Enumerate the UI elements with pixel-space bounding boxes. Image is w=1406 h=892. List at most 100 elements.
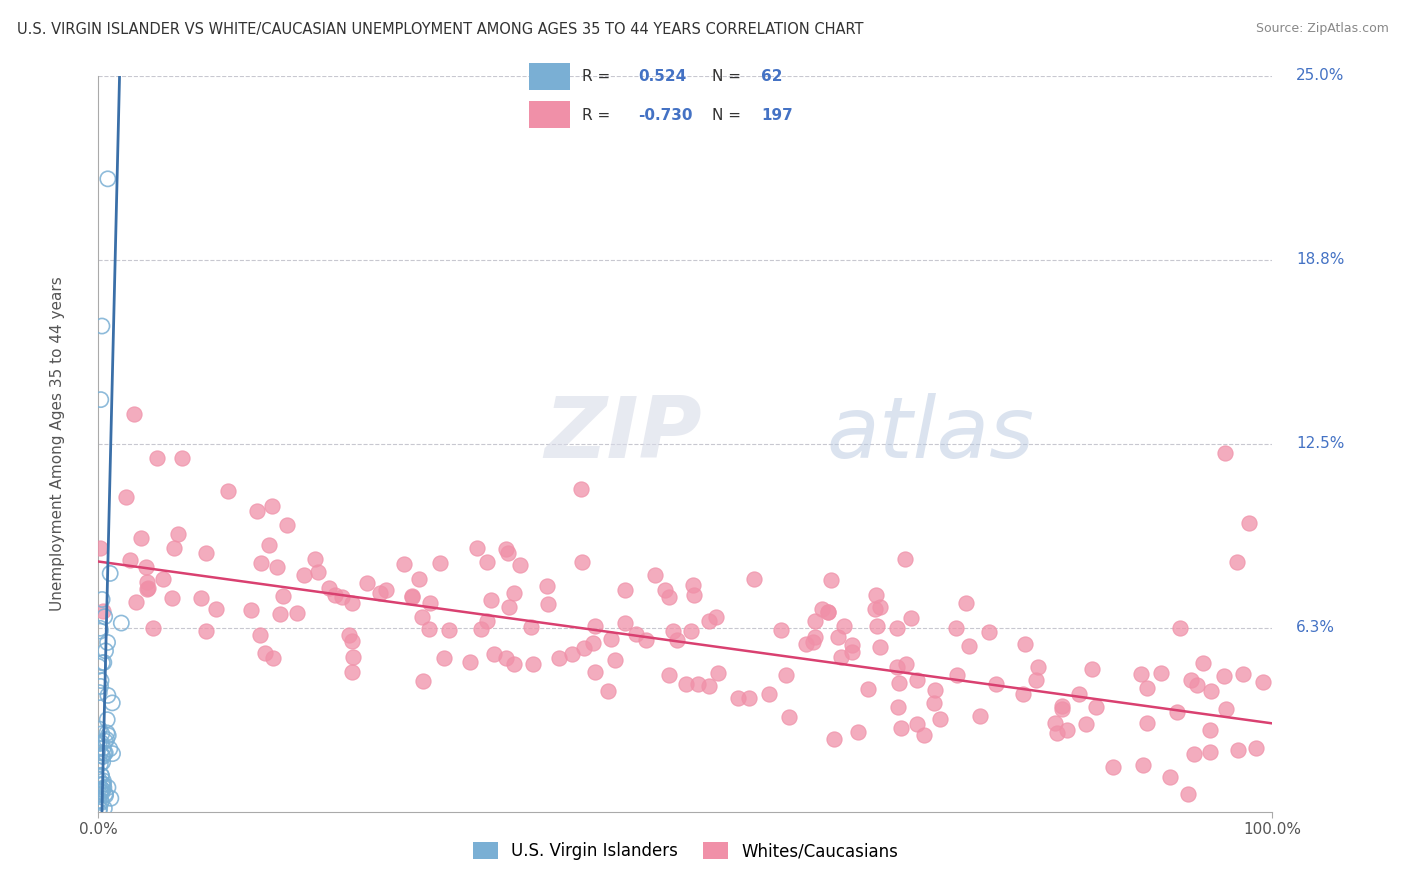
Point	[91, 782, 114, 797]
Point	[803, 630, 825, 644]
Point	[394, 558, 416, 572]
Point	[412, 673, 434, 688]
Text: N =: N =	[711, 69, 741, 84]
Point	[1198, 723, 1220, 738]
Point	[738, 691, 761, 706]
Point	[1226, 743, 1249, 757]
Point	[1132, 758, 1154, 772]
Point	[905, 716, 928, 731]
Text: 18.8%: 18.8%	[1296, 252, 1344, 268]
Point	[598, 684, 620, 698]
Point	[170, 451, 193, 466]
Point	[90, 736, 112, 750]
Point	[846, 725, 869, 739]
Point	[697, 614, 720, 628]
Point	[94, 746, 117, 760]
Point	[890, 721, 912, 735]
Point	[101, 696, 124, 710]
Point	[93, 609, 115, 624]
Point	[125, 595, 148, 609]
Point	[1212, 669, 1234, 683]
Point	[869, 640, 891, 654]
Point	[1074, 716, 1097, 731]
Point	[661, 624, 683, 639]
Point	[945, 620, 967, 634]
Point	[666, 632, 689, 647]
Point	[89, 541, 111, 555]
Text: 0.524: 0.524	[638, 69, 686, 84]
Point	[893, 552, 915, 566]
Point	[686, 677, 709, 691]
Point	[778, 710, 800, 724]
Point	[90, 680, 112, 694]
Point	[96, 732, 118, 747]
Text: 197: 197	[762, 108, 793, 123]
Text: U.S. VIRGIN ISLANDER VS WHITE/CAUCASIAN UNEMPLOYMENT AMONG AGES 35 TO 44 YEARS C: U.S. VIRGIN ISLANDER VS WHITE/CAUCASIAN …	[17, 22, 863, 37]
Point	[537, 598, 560, 612]
Point	[142, 621, 165, 635]
Point	[90, 746, 112, 760]
Point	[495, 542, 517, 557]
Point	[571, 556, 593, 570]
Point	[820, 574, 842, 588]
Point	[90, 392, 112, 407]
Point	[91, 749, 114, 764]
Text: 12.5%: 12.5%	[1296, 436, 1344, 451]
Point	[433, 651, 456, 665]
Point	[91, 318, 114, 333]
Point	[342, 650, 364, 665]
Point	[675, 677, 697, 691]
Point	[1192, 657, 1215, 671]
Point	[955, 596, 977, 610]
Point	[742, 572, 765, 586]
Point	[603, 653, 626, 667]
Point	[152, 572, 174, 586]
Point	[89, 737, 111, 751]
Point	[613, 582, 636, 597]
Point	[1187, 678, 1209, 692]
Point	[135, 559, 157, 574]
Point	[110, 616, 132, 631]
Point	[572, 641, 595, 656]
Text: ZIP: ZIP	[544, 393, 702, 476]
Point	[340, 597, 363, 611]
Point	[522, 657, 544, 672]
Point	[195, 624, 218, 638]
Point	[135, 582, 157, 597]
Point	[260, 499, 283, 513]
Text: 62: 62	[762, 69, 783, 84]
Point	[94, 787, 117, 801]
Point	[817, 605, 839, 619]
Point	[408, 572, 430, 586]
Point	[90, 769, 112, 783]
Point	[865, 619, 887, 633]
Point	[561, 648, 583, 662]
Point	[832, 618, 855, 632]
Point	[273, 589, 295, 603]
Point	[91, 785, 114, 799]
Point	[804, 614, 827, 628]
Text: 6.3%: 6.3%	[1296, 620, 1334, 635]
Point	[93, 780, 115, 795]
Point	[886, 621, 908, 635]
Point	[900, 611, 922, 625]
Point	[496, 546, 519, 560]
Point	[1043, 716, 1066, 731]
Point	[502, 657, 524, 672]
Point	[1168, 621, 1191, 635]
Point	[285, 606, 308, 620]
Point	[865, 588, 887, 602]
Point	[1166, 705, 1188, 719]
Point	[484, 647, 506, 661]
Point	[98, 742, 121, 756]
Point	[869, 600, 891, 615]
Point	[91, 748, 114, 763]
Point	[495, 650, 517, 665]
Point	[374, 583, 396, 598]
Point	[1046, 725, 1069, 739]
Point	[89, 802, 111, 816]
Text: Unemployment Among Ages 35 to 44 years: Unemployment Among Ages 35 to 44 years	[49, 277, 65, 611]
Point	[475, 614, 498, 628]
Point	[1135, 681, 1157, 696]
Point	[886, 700, 908, 714]
